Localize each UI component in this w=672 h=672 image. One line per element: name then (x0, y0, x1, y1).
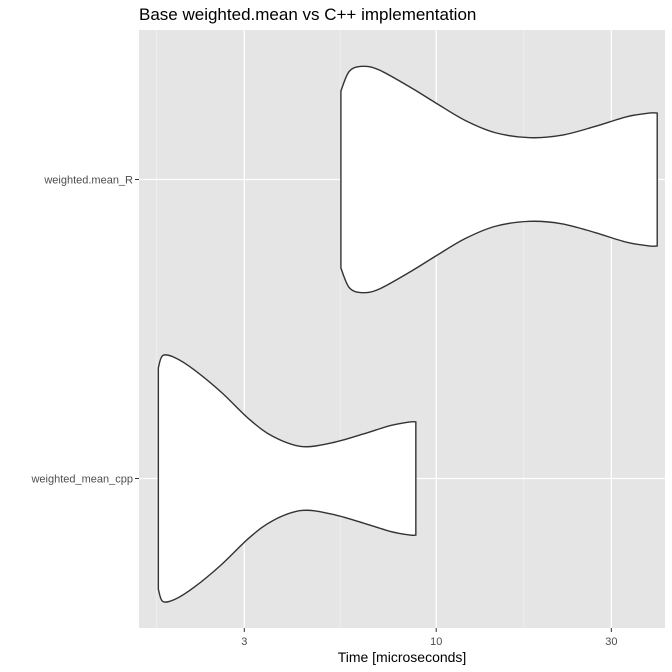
chart-title: Base weighted.mean vs C++ implementation (139, 5, 476, 24)
y-tick-label: weighted_mean_cpp (30, 474, 133, 486)
violin-weighted-mean-r (340, 65, 658, 294)
violins (157, 65, 658, 603)
x-tick-label: 10 (430, 636, 442, 648)
violin-weighted-mean-cpp (157, 354, 417, 603)
y-tick-label: weighted.mean_R (43, 175, 133, 187)
y-axis-ticks: weighted.mean_R weighted_mean_cpp (30, 175, 139, 486)
x-tick-label: 30 (605, 636, 617, 648)
x-tick-label: 3 (241, 636, 247, 648)
x-axis-ticks: 3 10 30 (241, 628, 617, 648)
x-axis-title: Time [microseconds] (338, 649, 467, 665)
